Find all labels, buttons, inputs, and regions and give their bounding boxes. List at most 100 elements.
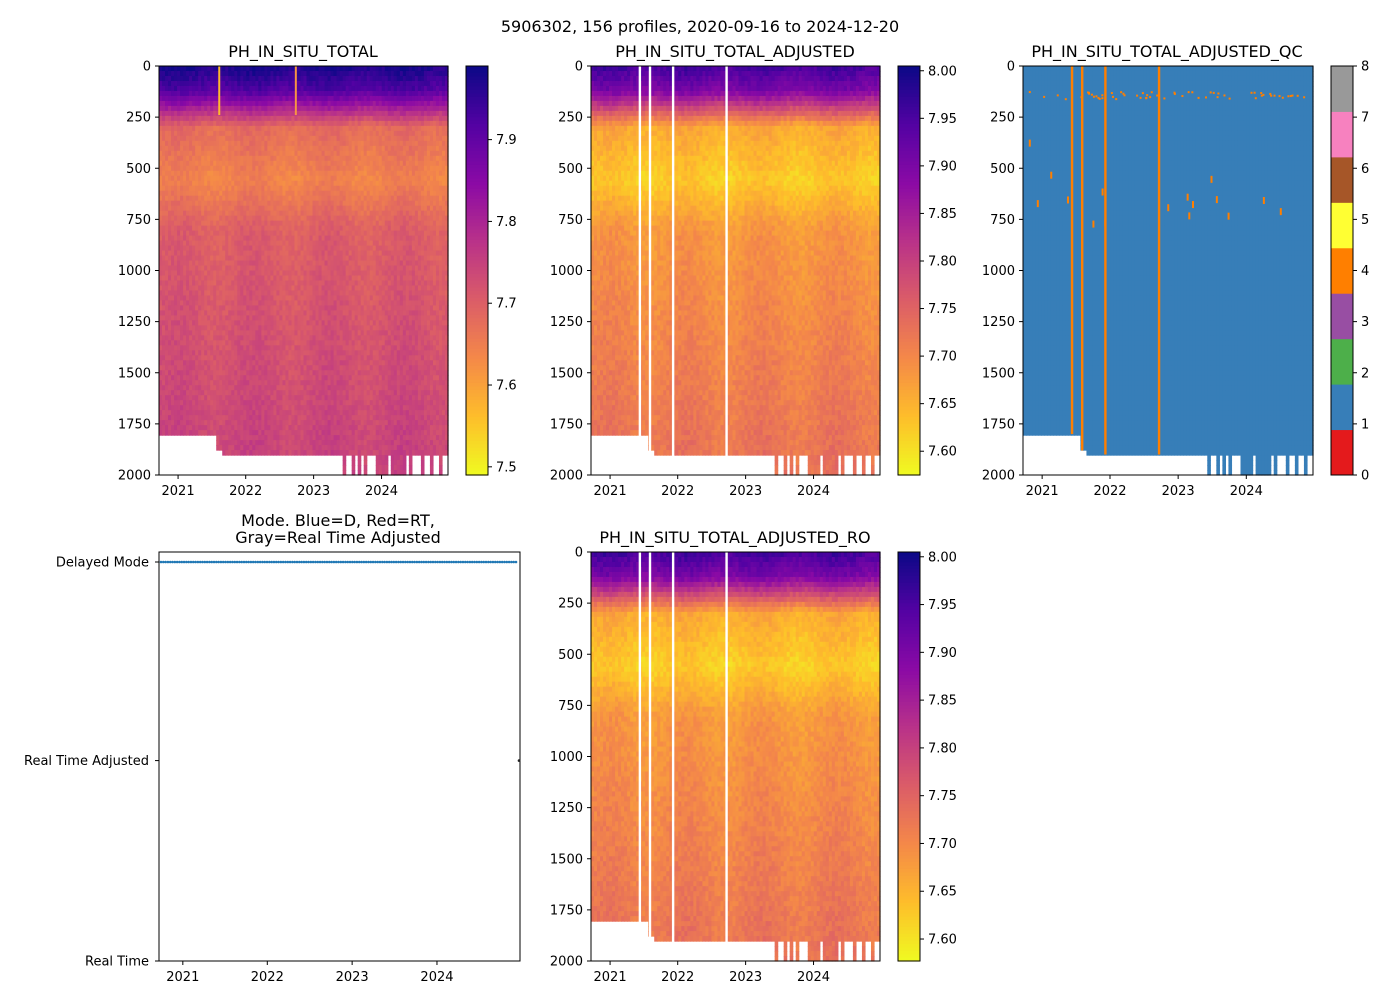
raw-cell <box>219 340 223 346</box>
raw-cell <box>243 135 247 142</box>
raw-cell <box>189 330 193 336</box>
raw-cell <box>246 415 250 421</box>
raw-cell <box>222 210 226 217</box>
raw-cell <box>219 335 223 341</box>
raw-cell <box>249 325 253 331</box>
raw-cell <box>207 255 211 262</box>
raw-cell <box>246 365 250 371</box>
raw-cell <box>204 360 208 366</box>
raw-cell <box>159 400 163 406</box>
raw-cell <box>162 320 166 326</box>
raw-cell <box>168 90 172 97</box>
raw-cell <box>183 360 187 366</box>
raw-cell <box>231 105 235 112</box>
raw-cell <box>186 280 190 287</box>
raw-cell <box>180 345 184 351</box>
raw-cell <box>198 210 202 217</box>
raw-cell <box>237 350 241 356</box>
raw-cell <box>243 440 247 446</box>
raw-cell <box>165 175 169 182</box>
raw-cell <box>237 340 241 346</box>
raw-cell <box>252 345 256 351</box>
raw-cell <box>228 180 232 187</box>
raw-cell <box>342 465 347 471</box>
raw-cell <box>186 235 190 242</box>
raw-cell <box>189 90 193 97</box>
raw-cell <box>174 275 178 282</box>
raw-cell <box>174 340 178 346</box>
raw-cell <box>192 425 196 431</box>
raw-cell <box>198 405 202 411</box>
raw-cell <box>204 390 208 396</box>
raw-cell <box>252 145 256 152</box>
raw-cell <box>207 220 211 227</box>
raw-cell <box>210 340 214 346</box>
raw-cell <box>159 105 163 112</box>
raw-cell <box>177 150 181 157</box>
raw-cell <box>168 370 172 376</box>
raw-cell <box>222 235 226 242</box>
raw-cell <box>189 195 193 202</box>
raw-cell <box>210 425 214 431</box>
raw-cell <box>204 200 208 207</box>
raw-cell <box>228 105 232 112</box>
raw-cell <box>189 305 193 311</box>
raw-cell <box>225 420 229 426</box>
raw-cell <box>231 275 235 282</box>
raw-cell <box>228 270 232 277</box>
raw-cell <box>195 340 199 346</box>
raw-cell <box>237 280 241 287</box>
raw-cell <box>240 190 244 197</box>
raw-cell <box>183 330 187 336</box>
raw-cell <box>204 115 208 122</box>
raw-cell <box>231 355 235 361</box>
raw-cell <box>189 100 193 107</box>
raw-cell <box>237 415 241 421</box>
raw-cell <box>189 365 193 371</box>
raw-cell <box>234 285 238 292</box>
raw-cell <box>231 215 235 222</box>
raw-cell <box>180 335 184 341</box>
raw-cell <box>243 290 247 297</box>
raw-cell <box>204 245 208 252</box>
figure-title: 5906302, 156 profiles, 2020-09-16 to 202… <box>501 17 899 36</box>
raw-cell <box>174 210 178 217</box>
raw-cell <box>180 300 184 307</box>
raw-cell <box>186 325 190 331</box>
raw-cell <box>213 245 217 252</box>
raw-cell <box>204 155 208 162</box>
raw-cell <box>249 75 253 82</box>
raw-cell <box>171 90 175 97</box>
raw-cell <box>189 85 193 92</box>
raw-cell <box>240 235 244 242</box>
raw-cell <box>186 150 190 157</box>
raw-cell <box>183 355 187 361</box>
raw-cell <box>213 415 217 421</box>
raw-cell <box>165 425 169 431</box>
raw-cell <box>168 250 172 257</box>
raw-cell <box>213 425 217 431</box>
raw-cell <box>195 150 199 157</box>
raw-cell <box>207 320 211 326</box>
raw-cell <box>192 235 196 242</box>
raw-cell <box>183 400 187 406</box>
raw-cell <box>195 180 199 187</box>
raw-cell <box>204 315 208 321</box>
raw-cell <box>165 330 169 336</box>
raw-cell <box>198 235 202 242</box>
raw-cell <box>171 75 175 82</box>
raw-cell <box>252 150 256 157</box>
raw-cell <box>228 205 232 212</box>
raw-cell <box>192 185 196 192</box>
raw-cell <box>249 345 253 351</box>
raw-cell <box>195 365 199 371</box>
raw-cell <box>240 425 244 431</box>
raw-cell <box>228 145 232 152</box>
raw-cell <box>228 340 232 346</box>
raw-cell <box>213 340 217 346</box>
raw-cell <box>231 170 235 177</box>
raw-cell <box>204 415 208 421</box>
raw-cell <box>162 345 166 351</box>
raw-cell <box>201 170 205 177</box>
raw-cell <box>213 105 217 112</box>
